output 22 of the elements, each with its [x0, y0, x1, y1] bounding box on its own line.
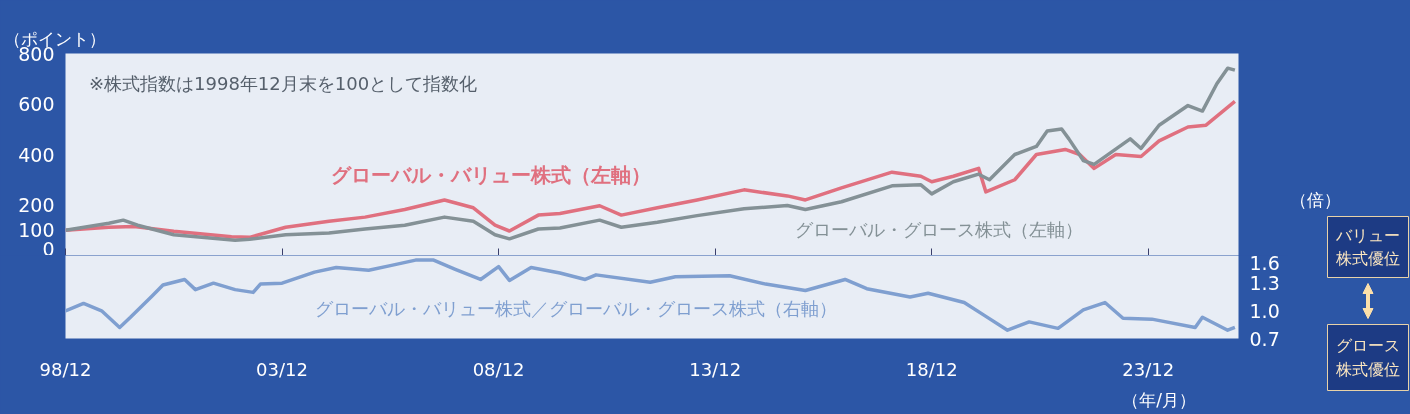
series-label: グローバル・バリュー株式（左軸）	[330, 162, 651, 187]
x-axis-title: （年/月）	[1122, 389, 1196, 410]
y-tick-label: 600	[18, 93, 55, 115]
line-series	[65, 66, 1237, 243]
x-tick-label: 23/12	[1122, 358, 1175, 380]
y-tick-label: 400	[18, 143, 55, 166]
x-tick-label: 03/12	[256, 358, 308, 380]
x-tick-label: 18/12	[905, 358, 958, 380]
text: グロース株式優位	[1335, 336, 1400, 379]
x-tick-label: 13/12	[689, 358, 742, 380]
y-tick-label: 200	[18, 194, 55, 216]
text: バリュー株式優位	[1335, 225, 1400, 269]
y-tick-label: 1.3	[1249, 272, 1280, 295]
y-axis-title: （倍）	[1289, 189, 1341, 210]
y-tick-label: 1.6	[1249, 251, 1280, 274]
annotation: ※株式指数は1998年12月末を100として指数化	[88, 73, 478, 95]
x-tick-label: 98/12	[39, 358, 92, 380]
x-tick-label: 08/12	[472, 358, 525, 380]
series-label: グローバル・バリュー株式／グローバル・グロース株式（右軸）	[315, 298, 838, 320]
y-tick-label: 1.0	[1249, 299, 1280, 322]
series-label: グローバル・グロース株式（左軸）	[795, 218, 1084, 240]
y-tick-label: 0.7	[1249, 327, 1280, 350]
